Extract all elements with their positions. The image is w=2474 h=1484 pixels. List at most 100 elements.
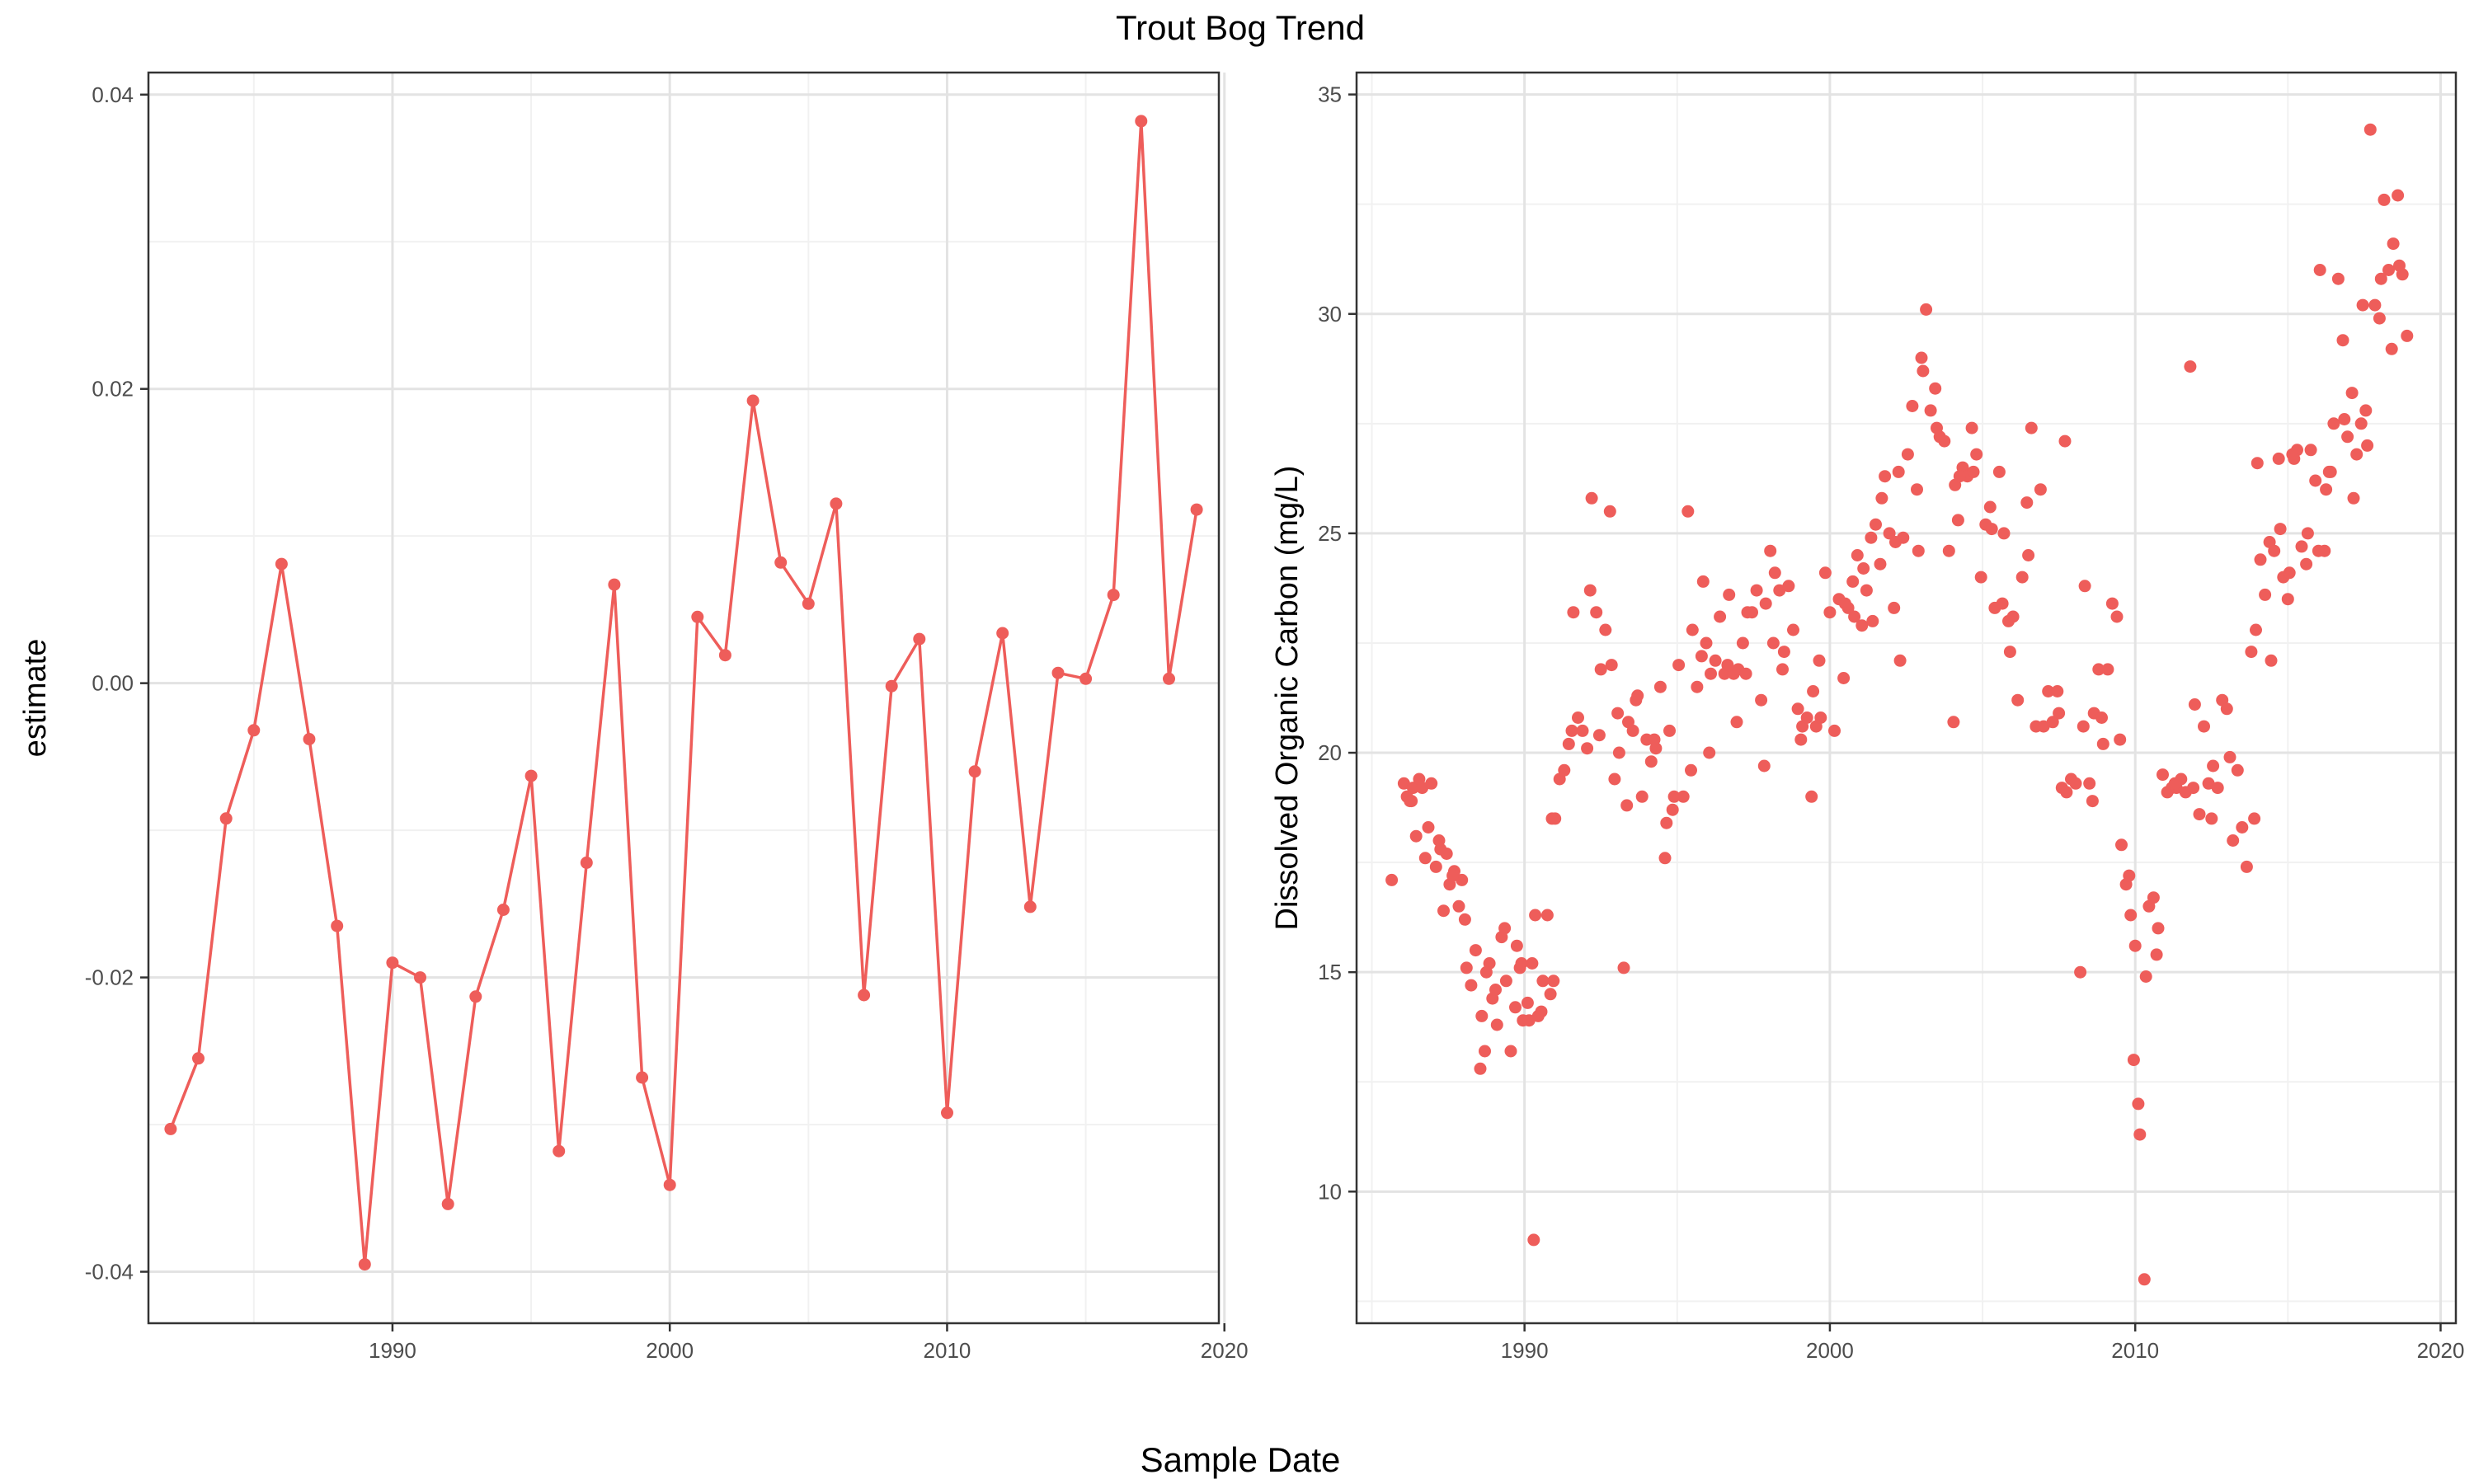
data-point (1504, 1045, 1517, 1058)
data-point (1942, 544, 1955, 557)
data-point (2132, 1097, 2145, 1111)
data-point (1750, 584, 1763, 597)
data-point (303, 733, 316, 745)
data-point (1866, 614, 1879, 627)
data-point (2202, 777, 2215, 790)
data-point (1794, 733, 1808, 746)
data-point (2220, 702, 2233, 716)
data-point (2092, 663, 2105, 676)
data-point (1489, 984, 1502, 996)
data-point (2015, 571, 2029, 584)
data-point (1967, 465, 1980, 478)
data-point (1723, 588, 1736, 601)
data-point (830, 497, 843, 510)
data-point (1407, 782, 1419, 795)
y-tick-label: 0.04 (92, 82, 134, 107)
data-point (718, 649, 731, 662)
data-point (2083, 777, 2096, 790)
data-point (1739, 667, 1752, 680)
data-point (469, 990, 482, 1003)
data-point (1585, 491, 1598, 505)
data-point (192, 1052, 205, 1065)
data-point (1773, 584, 1786, 597)
estimate-panel: 1990 2000 2010 2020 -0.04 -0.02 0.00 0.02 0.04 es… (18, 71, 1249, 1363)
data-point (2304, 444, 2317, 457)
data-point (1452, 899, 1465, 913)
data-point (1672, 659, 1686, 672)
data-point (2193, 808, 2206, 821)
data-point (1522, 1014, 1536, 1027)
x-tick-label: 2010 (924, 1338, 971, 1363)
data-point (414, 971, 426, 984)
y-axis-title: estimate (18, 639, 53, 758)
data-point (1947, 716, 1960, 729)
data-point (1974, 571, 1987, 584)
data-point (1474, 1062, 1487, 1075)
data-point (913, 632, 926, 646)
data-point (2373, 312, 2386, 325)
data-point (1828, 724, 1841, 737)
data-point (996, 627, 1009, 640)
data-point (2361, 439, 2374, 452)
data-point (441, 1197, 454, 1210)
data-point (1648, 733, 1661, 746)
data-point (2124, 909, 2138, 922)
data-point (1626, 724, 1639, 737)
data-point (1906, 400, 1919, 412)
data-point (2114, 733, 2127, 746)
data-point (1912, 544, 1925, 557)
data-point (1599, 623, 1612, 636)
data-point (1418, 852, 1432, 865)
doc-panel: 1990 2000 2010 2020 10 15 20 25 30 35 Dissolved Or… (1270, 71, 2465, 1363)
data-point (1429, 860, 1442, 873)
data-point (2347, 491, 2360, 505)
data-point (1865, 531, 1878, 544)
data-point (247, 724, 261, 737)
x-tick-label: 2020 (2417, 1338, 2465, 1363)
data-point (1135, 115, 1148, 128)
y-tick-label: 35 (1318, 82, 1342, 107)
data-point (1663, 724, 1676, 737)
data-point (2374, 272, 2387, 285)
data-point (1791, 702, 1804, 716)
data-point (2283, 566, 2296, 580)
data-point (2359, 404, 2373, 417)
x-tick-label: 1990 (369, 1338, 416, 1363)
shared-x-axis-title: Sample Date (1141, 1440, 1341, 1479)
series-line (169, 120, 1198, 1266)
data-point (2363, 123, 2377, 136)
data-point (1567, 606, 1580, 619)
data-point (2259, 588, 2272, 601)
y-tick-label: 0.00 (92, 671, 134, 696)
data-point (1777, 646, 1790, 659)
data-point (1475, 1009, 1489, 1022)
chart-title: Trout Bog Trend (1116, 8, 1365, 47)
data-point (553, 1144, 566, 1158)
data-point (1479, 1045, 1491, 1058)
data-point (941, 1106, 953, 1120)
data-point (1498, 922, 1512, 935)
data-point (1721, 659, 1734, 672)
data-point (2392, 189, 2405, 202)
data-point (2382, 264, 2395, 276)
data-point (1620, 799, 1634, 812)
data-point (1527, 1233, 1540, 1247)
data-point (1813, 654, 1826, 667)
data-point (2265, 654, 2278, 667)
data-point (2274, 523, 2287, 536)
data-point (2138, 1273, 2151, 1286)
data-point (1818, 566, 1832, 580)
data-point (1965, 421, 1978, 434)
data-point (164, 1122, 177, 1135)
data-point (331, 919, 344, 932)
data-point (1917, 364, 1930, 378)
data-point (2060, 786, 2073, 799)
data-point (1666, 803, 1679, 816)
data-point (1996, 597, 2009, 610)
data-point (2336, 334, 2349, 347)
y-tick-label: -0.04 (85, 1260, 134, 1284)
data-point (358, 1258, 371, 1271)
data-point (1590, 606, 1603, 619)
x-tick-label: 2010 (2111, 1338, 2159, 1363)
